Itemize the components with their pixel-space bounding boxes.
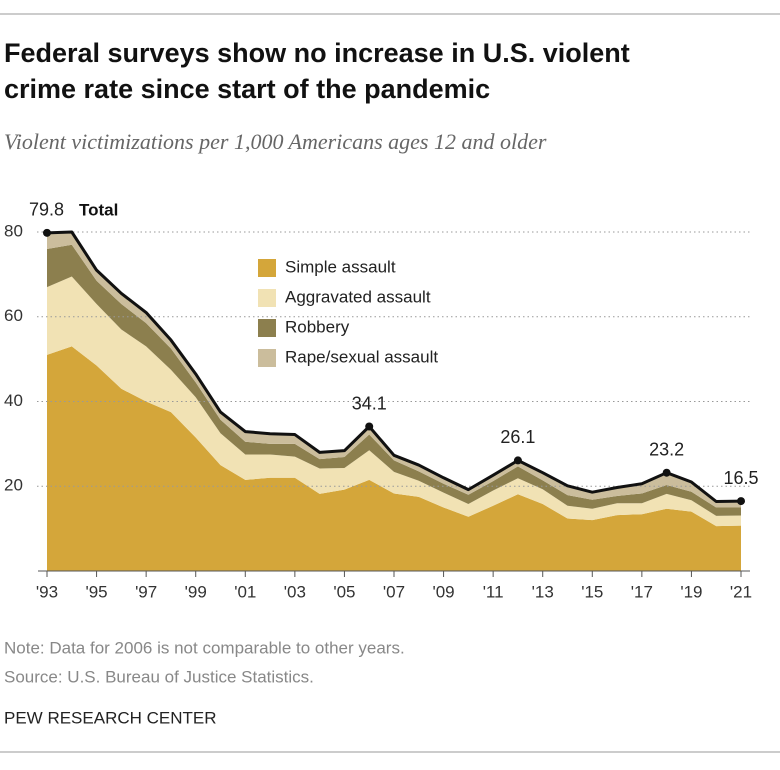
x-tick-label: '17: [631, 582, 653, 601]
total-point: [737, 497, 745, 506]
legend-label: Robbery: [285, 317, 350, 336]
x-tick-label: '13: [532, 582, 554, 601]
legend-label: Simple assault: [285, 257, 396, 276]
x-tick-label: '19: [680, 582, 702, 601]
x-tick-label: '95: [85, 582, 107, 601]
legend-swatch: [258, 259, 276, 277]
total-point: [365, 422, 374, 431]
total-point: [513, 456, 522, 465]
legend-swatch: [258, 349, 276, 367]
x-tick-label: '09: [432, 582, 454, 601]
x-tick-label: '01: [234, 582, 256, 601]
note: Note: Data for 2006 is not comparable to…: [4, 638, 405, 657]
area-band: [47, 232, 741, 508]
total-label: Total: [79, 200, 118, 219]
value-label: 34.1: [352, 393, 387, 413]
legend-label: Aggravated assault: [285, 287, 431, 306]
source: Source: U.S. Bureau of Justice Statistic…: [4, 667, 314, 686]
area-band: [47, 346, 741, 571]
value-label: 26.1: [500, 427, 535, 447]
y-tick-label: 40: [4, 391, 23, 410]
x-tick-label: '15: [581, 582, 603, 601]
area-band: [47, 244, 741, 516]
x-tick-label: '07: [383, 582, 405, 601]
total-point: [43, 228, 51, 237]
legend-swatch: [258, 289, 276, 307]
total-point: [662, 468, 671, 477]
x-tick-label: '21: [730, 582, 752, 601]
y-tick-label: 20: [4, 476, 23, 495]
value-label: 23.2: [649, 439, 684, 459]
y-tick-label: 60: [4, 306, 23, 325]
area-band: [47, 276, 741, 527]
x-tick-label: '97: [135, 582, 157, 601]
x-tick-label: '93: [36, 582, 58, 601]
chart-title: Federal surveys show no increase in U.S.…: [4, 38, 630, 104]
x-tick-label: '05: [333, 582, 355, 601]
total-line: [46, 230, 742, 504]
plot-area: 20 40 60 80 '93 '95 '97 '99 '01 '03 '05 '07 '09 '11 '1…: [4, 200, 759, 602]
x-tick-label: '11: [483, 582, 504, 601]
y-tick-label: 80: [4, 221, 23, 240]
chart-subtitle: Violent victimizations per 1,000 America…: [4, 129, 547, 154]
value-label: 16.5: [723, 468, 758, 488]
x-tick-label: '99: [185, 582, 207, 601]
credit: PEW RESEARCH CENTER: [4, 708, 217, 727]
legend-swatch: [258, 319, 276, 337]
legend-label: Rape/sexual assault: [285, 347, 438, 366]
value-label: 79.8: [29, 200, 64, 220]
x-tick-label: '03: [284, 582, 306, 601]
